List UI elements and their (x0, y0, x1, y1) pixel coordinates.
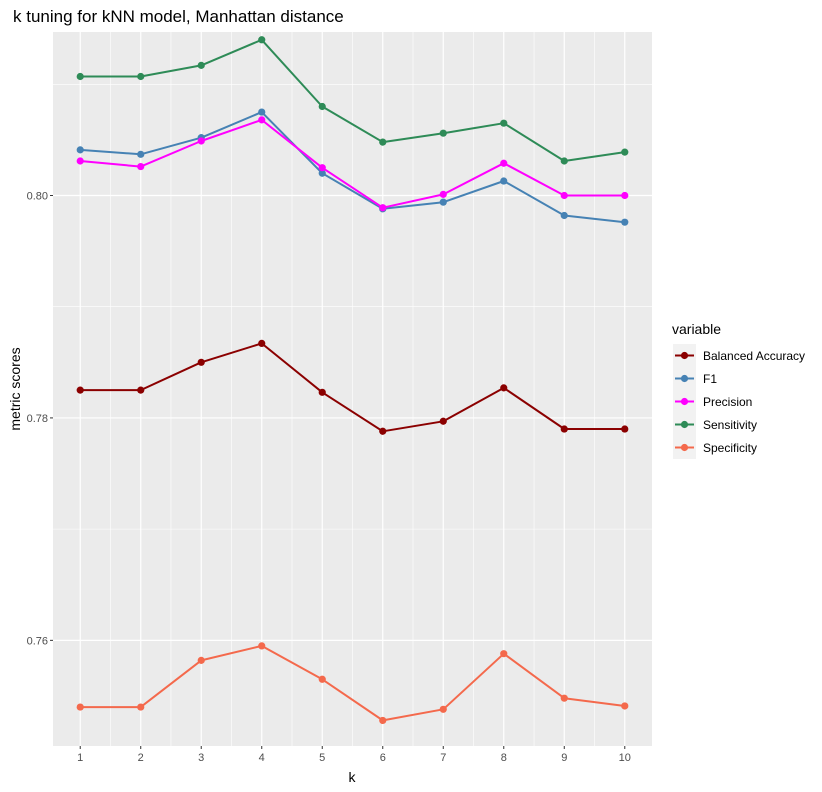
data-point-precision (560, 191, 568, 200)
data-point-f1 (621, 218, 629, 226)
data-point-f1 (318, 169, 326, 177)
x-tick-label: 1 (77, 752, 83, 764)
data-point-sensitivity (137, 72, 145, 81)
data-point-sensitivity (76, 72, 84, 81)
data-point-sensitivity (258, 36, 266, 44)
series-line-precision (80, 118, 625, 209)
data-point-specificity (621, 702, 629, 710)
data-point-sensitivity (379, 138, 387, 146)
data-point-specificity (76, 703, 84, 711)
legend-label: Balanced Accuracy (703, 349, 805, 363)
data-point-f1 (258, 108, 266, 116)
legend-key-point (680, 374, 689, 383)
data-point-balanced-accuracy (318, 388, 326, 396)
legend-key-point (680, 351, 689, 360)
data-point-sensitivity (439, 129, 447, 137)
series-specificity (76, 642, 629, 725)
data-point-specificity (500, 650, 508, 658)
data-point-balanced-accuracy (560, 425, 568, 433)
x-tick-label: 8 (501, 752, 507, 764)
x-tick-label: 9 (561, 752, 567, 764)
data-point-specificity (439, 705, 447, 713)
legend-item-f1: F1 (673, 367, 717, 390)
y-tick-label: 0.76 (27, 635, 48, 647)
data-point-precision (197, 137, 205, 145)
data-point-specificity (379, 716, 387, 725)
x-tick-label: 10 (619, 752, 631, 764)
chart-title: k tuning for kNN model, Manhattan distan… (13, 7, 344, 26)
series-sensitivity (76, 36, 629, 165)
data-point-specificity (197, 656, 205, 664)
legend-item-precision: Precision (673, 390, 752, 413)
data-point-precision (318, 164, 326, 172)
series-layer (76, 36, 629, 725)
x-tick-label: 6 (380, 752, 386, 764)
data-point-sensitivity (500, 119, 508, 127)
y-axis: 0.76 0.78 0.80 (27, 190, 53, 647)
data-point-balanced-accuracy (137, 386, 145, 394)
data-point-sensitivity (621, 148, 629, 156)
legend: variable Balanced Accuracy F1 Precision Sen… (672, 321, 805, 459)
data-point-balanced-accuracy (76, 386, 84, 394)
data-point-specificity (560, 694, 568, 702)
x-tick-label: 4 (259, 752, 265, 764)
legend-label: F1 (703, 372, 717, 386)
series-line-f1 (80, 111, 625, 224)
data-point-precision (258, 116, 266, 124)
x-tick-label: 5 (319, 752, 325, 764)
data-point-balanced-accuracy (197, 358, 205, 366)
data-point-sensitivity (197, 61, 205, 69)
x-tick-label: 2 (138, 752, 144, 764)
data-point-specificity (137, 703, 145, 711)
legend-key-point (680, 420, 689, 429)
data-point-precision (439, 190, 447, 198)
data-point-f1 (500, 177, 508, 185)
legend-item-balanced-accuracy: Balanced Accuracy (673, 344, 805, 367)
data-point-balanced-accuracy (500, 384, 508, 392)
data-point-balanced-accuracy (621, 425, 629, 433)
data-point-sensitivity (318, 102, 326, 111)
legend-item-specificity: Specificity (673, 436, 757, 459)
data-point-precision (379, 204, 387, 212)
series-line-balanced-accuracy (80, 342, 625, 433)
data-point-precision (621, 191, 629, 200)
data-point-precision (500, 159, 508, 167)
data-point-balanced-accuracy (258, 339, 266, 348)
y-tick-label: 0.78 (27, 413, 48, 425)
series-line-specificity (80, 644, 625, 722)
series-precision (76, 116, 629, 212)
series-line-sensitivity (80, 38, 625, 162)
y-axis-title: metric scores (7, 347, 23, 430)
data-point-f1 (439, 198, 447, 206)
data-point-sensitivity (560, 157, 568, 165)
data-point-f1 (76, 146, 84, 154)
legend-item-sensitivity: Sensitivity (673, 413, 757, 436)
data-point-balanced-accuracy (379, 427, 387, 435)
legend-key-point (680, 443, 689, 452)
data-point-f1 (560, 211, 568, 220)
data-point-balanced-accuracy (439, 417, 447, 425)
data-point-precision (76, 157, 84, 165)
data-point-precision (137, 162, 145, 171)
x-tick-label: 7 (440, 752, 446, 764)
legend-items: Balanced Accuracy F1 Precision Sensitivity S… (673, 344, 805, 459)
data-point-specificity (318, 675, 326, 683)
minor-gridlines (53, 32, 652, 746)
x-tick-label: 3 (198, 752, 204, 764)
legend-key-point (680, 397, 689, 406)
legend-title: variable (672, 321, 721, 337)
data-point-specificity (258, 642, 266, 650)
legend-label: Specificity (703, 441, 757, 455)
y-tick-label: 0.80 (27, 190, 48, 202)
legend-label: Precision (703, 395, 752, 409)
x-axis: 1 2 3 4 5 6 7 8 9 10 (77, 746, 631, 764)
series-balanced-accuracy (76, 339, 629, 435)
x-axis-title: k (349, 769, 357, 785)
data-point-f1 (137, 150, 145, 158)
legend-label: Sensitivity (703, 418, 757, 432)
